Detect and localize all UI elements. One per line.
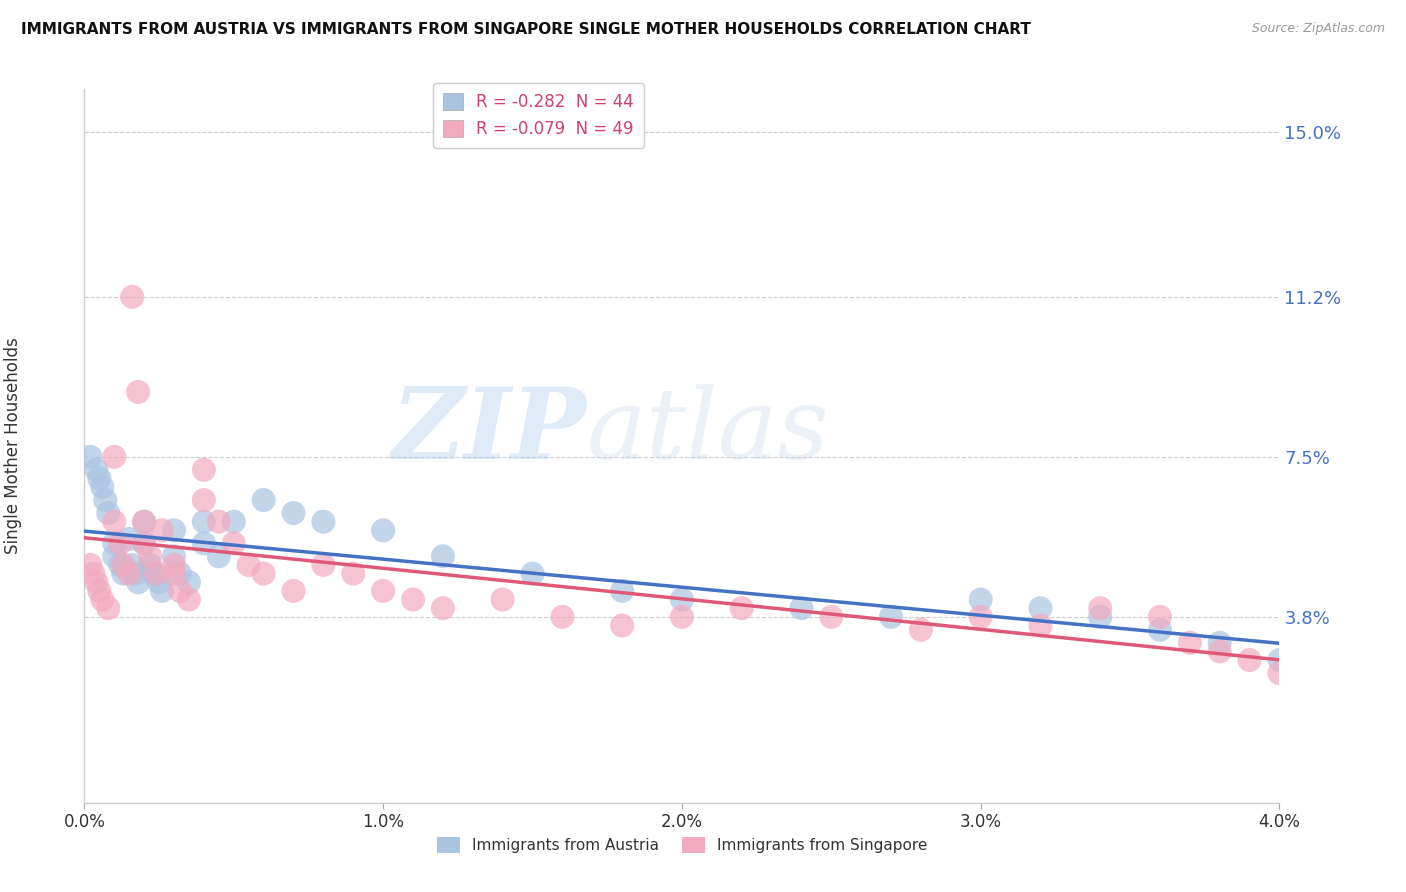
Point bbox=[150, 524, 173, 538]
Y-axis label: Single Mother Households: Single Mother Households bbox=[4, 338, 22, 554]
Point bbox=[671, 592, 693, 607]
Point bbox=[139, 549, 162, 564]
Point bbox=[253, 493, 276, 508]
Point bbox=[253, 566, 276, 581]
Point bbox=[193, 515, 215, 529]
Point bbox=[432, 601, 454, 615]
Point bbox=[1268, 666, 1291, 681]
Point bbox=[163, 549, 186, 564]
Point bbox=[145, 566, 167, 581]
Point bbox=[103, 450, 125, 464]
Point bbox=[402, 592, 425, 607]
Point bbox=[148, 575, 170, 590]
Point bbox=[79, 558, 101, 572]
Point bbox=[283, 583, 305, 598]
Point bbox=[910, 623, 932, 637]
Point bbox=[373, 583, 395, 598]
Text: atlas: atlas bbox=[586, 384, 830, 479]
Point bbox=[89, 583, 111, 598]
Point bbox=[373, 524, 395, 538]
Point bbox=[790, 601, 813, 615]
Point bbox=[110, 558, 132, 572]
Point bbox=[79, 450, 101, 464]
Point bbox=[222, 515, 245, 529]
Point bbox=[132, 515, 156, 529]
Point bbox=[1090, 610, 1112, 624]
Point bbox=[522, 566, 544, 581]
Point bbox=[1029, 618, 1052, 632]
Point bbox=[193, 536, 215, 550]
Point bbox=[132, 515, 156, 529]
Point bbox=[112, 566, 135, 581]
Point bbox=[169, 583, 191, 598]
Point bbox=[132, 536, 156, 550]
Point bbox=[612, 618, 634, 632]
Point bbox=[222, 536, 245, 550]
Point bbox=[1178, 636, 1201, 650]
Point bbox=[1029, 601, 1052, 615]
Point bbox=[97, 601, 120, 615]
Point bbox=[97, 506, 120, 520]
Point bbox=[169, 566, 191, 581]
Point bbox=[551, 610, 574, 624]
Point bbox=[1149, 623, 1171, 637]
Point bbox=[283, 506, 305, 520]
Point bbox=[110, 536, 132, 550]
Point bbox=[89, 471, 111, 485]
Point bbox=[132, 536, 156, 550]
Point bbox=[103, 549, 125, 564]
Point bbox=[94, 493, 117, 508]
Point bbox=[127, 575, 149, 590]
Text: ZIP: ZIP bbox=[391, 384, 586, 480]
Point bbox=[208, 549, 231, 564]
Legend: Immigrants from Austria, Immigrants from Singapore: Immigrants from Austria, Immigrants from… bbox=[430, 831, 934, 859]
Point bbox=[970, 592, 993, 607]
Point bbox=[432, 549, 454, 564]
Point bbox=[142, 566, 165, 581]
Point bbox=[342, 566, 364, 581]
Point bbox=[238, 558, 260, 572]
Point bbox=[731, 601, 754, 615]
Point bbox=[177, 575, 200, 590]
Point bbox=[970, 610, 993, 624]
Point bbox=[91, 592, 114, 607]
Point bbox=[124, 566, 146, 581]
Point bbox=[82, 566, 104, 581]
Point bbox=[193, 493, 215, 508]
Point bbox=[118, 566, 141, 581]
Point bbox=[820, 610, 842, 624]
Point bbox=[1239, 653, 1261, 667]
Point bbox=[86, 575, 108, 590]
Point bbox=[492, 592, 515, 607]
Point bbox=[193, 463, 215, 477]
Point bbox=[91, 480, 114, 494]
Point bbox=[127, 384, 149, 399]
Point bbox=[1149, 610, 1171, 624]
Point bbox=[118, 532, 141, 546]
Point bbox=[1209, 636, 1232, 650]
Point bbox=[671, 610, 693, 624]
Point bbox=[177, 592, 200, 607]
Text: Source: ZipAtlas.com: Source: ZipAtlas.com bbox=[1251, 22, 1385, 36]
Point bbox=[86, 463, 108, 477]
Point bbox=[139, 558, 162, 572]
Point bbox=[612, 583, 634, 598]
Point bbox=[1268, 653, 1291, 667]
Point bbox=[1209, 644, 1232, 658]
Point bbox=[103, 536, 125, 550]
Point bbox=[150, 583, 173, 598]
Point bbox=[208, 515, 231, 529]
Point bbox=[103, 515, 125, 529]
Point bbox=[312, 558, 335, 572]
Point bbox=[163, 524, 186, 538]
Point bbox=[312, 515, 335, 529]
Point bbox=[880, 610, 903, 624]
Point bbox=[112, 558, 135, 572]
Point bbox=[121, 558, 143, 572]
Text: IMMIGRANTS FROM AUSTRIA VS IMMIGRANTS FROM SINGAPORE SINGLE MOTHER HOUSEHOLDS CO: IMMIGRANTS FROM AUSTRIA VS IMMIGRANTS FR… bbox=[21, 22, 1031, 37]
Point bbox=[1090, 601, 1112, 615]
Point bbox=[163, 558, 186, 572]
Point bbox=[163, 566, 186, 581]
Point bbox=[121, 290, 143, 304]
